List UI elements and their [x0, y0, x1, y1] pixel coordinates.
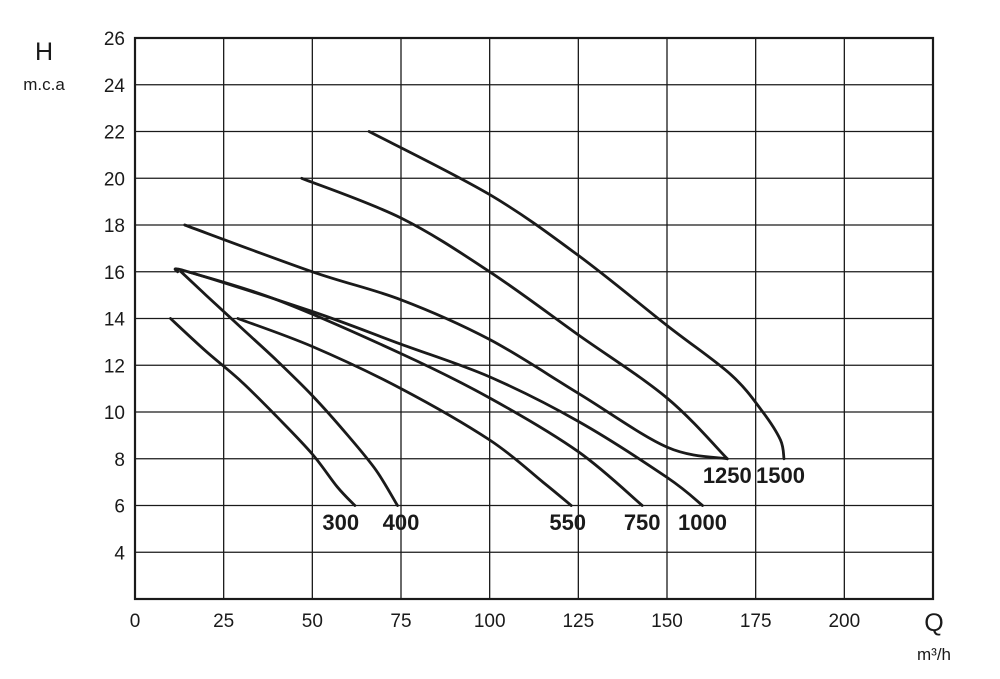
y-tick-label: 6 — [114, 497, 125, 518]
curve-label-400: 400 — [383, 510, 420, 535]
y-tick-label: 10 — [104, 403, 125, 424]
y-axis-unit: m.c.a — [23, 75, 65, 94]
x-tick-label: 0 — [130, 611, 141, 632]
y-tick-label: 20 — [104, 169, 125, 190]
curve-layer — [169, 130, 786, 507]
curve-1500 — [367, 130, 786, 461]
y-tick-label: 26 — [104, 29, 125, 50]
x-tick-label: 50 — [302, 611, 323, 632]
y-tick-label: 18 — [104, 216, 125, 237]
y-tick-label: 22 — [104, 123, 125, 144]
curve-label-1250: 1250 — [703, 463, 752, 488]
label-layer: 0 25 50 75 100 125 150 175 200 4 6 8 10 12 14 16 18 20 22 2… — [104, 29, 860, 632]
y-tick-label: 16 — [104, 263, 125, 284]
y-tick-label: 4 — [114, 543, 125, 564]
x-axis-title: Q — [924, 609, 943, 637]
x-tick-label: 125 — [562, 611, 594, 632]
x-tick-label: 200 — [828, 611, 860, 632]
curve-1000 — [173, 267, 704, 507]
y-tick-label: 12 — [104, 356, 125, 377]
curve-label-1000: 1000 — [678, 510, 727, 535]
x-tick-label: 150 — [651, 611, 683, 632]
curve-300 — [169, 317, 357, 507]
curve-label-1500: 1500 — [756, 463, 805, 488]
curve-400 — [179, 270, 399, 507]
x-tick-label: 25 — [213, 611, 234, 632]
curve-label-550: 550 — [549, 510, 586, 535]
curve-label-750: 750 — [624, 510, 661, 535]
y-tick-label: 24 — [104, 76, 126, 97]
curve-1250 — [183, 223, 729, 461]
grid-layer — [133, 36, 935, 601]
x-tick-label: 100 — [474, 611, 506, 632]
curve-1500 — [300, 176, 729, 461]
x-tick-label: 75 — [390, 611, 411, 632]
y-axis-title: H — [35, 38, 53, 66]
curve-label-300: 300 — [322, 510, 359, 535]
y-tick-label: 8 — [114, 450, 125, 471]
x-tick-label: 175 — [740, 611, 772, 632]
curve-550 — [236, 317, 573, 507]
plot-frame — [133, 36, 935, 601]
x-axis-unit: m³/h — [917, 645, 951, 664]
y-tick-label: 14 — [104, 310, 126, 331]
